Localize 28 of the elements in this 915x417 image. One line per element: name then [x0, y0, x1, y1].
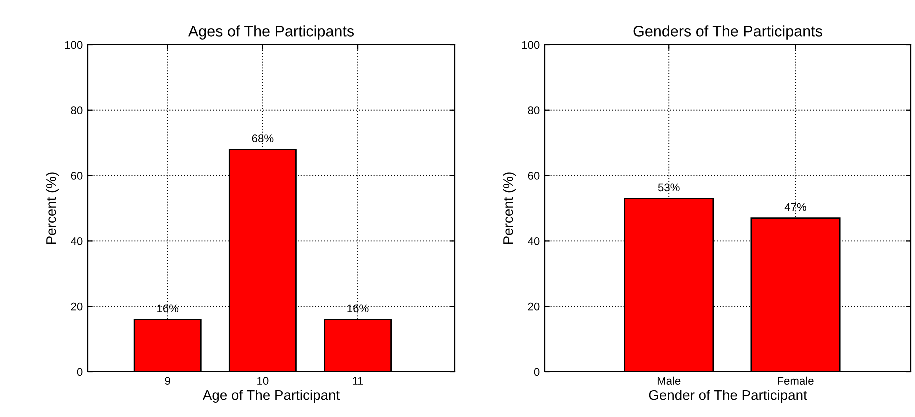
data-label: 16%: [158, 304, 179, 313]
y-tick-label: 0: [534, 368, 540, 376]
x-tick-label: Female: [778, 376, 814, 386]
y-tick-label: 100: [65, 41, 83, 50]
data-label: 68%: [252, 134, 274, 143]
y-axis-title: Percent (%): [46, 172, 60, 244]
x-tick-label: 10: [258, 377, 269, 386]
y-tick-label: 0: [77, 368, 83, 376]
y-tick-label: 40: [528, 237, 540, 246]
data-label: 16%: [348, 304, 369, 313]
y-tick-label: 80: [528, 106, 540, 115]
y-tick-label: 60: [71, 172, 83, 180]
chart-title: Ages of The Participants: [188, 26, 354, 40]
y-axis-title: Percent (%): [503, 172, 516, 244]
y-tick-label: 80: [71, 106, 83, 115]
x-tick-label: 9: [165, 377, 170, 386]
x-axis-title: Gender of The Participant: [649, 390, 808, 403]
y-tick-label: 40: [71, 237, 83, 246]
data-label: 53%: [658, 184, 680, 192]
x-tick-label: Male: [658, 376, 681, 386]
y-tick-label: 60: [528, 172, 540, 180]
data-label: 47%: [784, 203, 806, 212]
y-tick-label: 20: [528, 302, 540, 311]
y-tick-label: 100: [522, 41, 540, 50]
x-axis-title: Age of The Participant: [202, 390, 340, 403]
y-tick-label: 20: [71, 302, 83, 311]
chart-title: Genders of The Participants: [634, 26, 822, 40]
x-tick-label: 11: [353, 377, 364, 385]
